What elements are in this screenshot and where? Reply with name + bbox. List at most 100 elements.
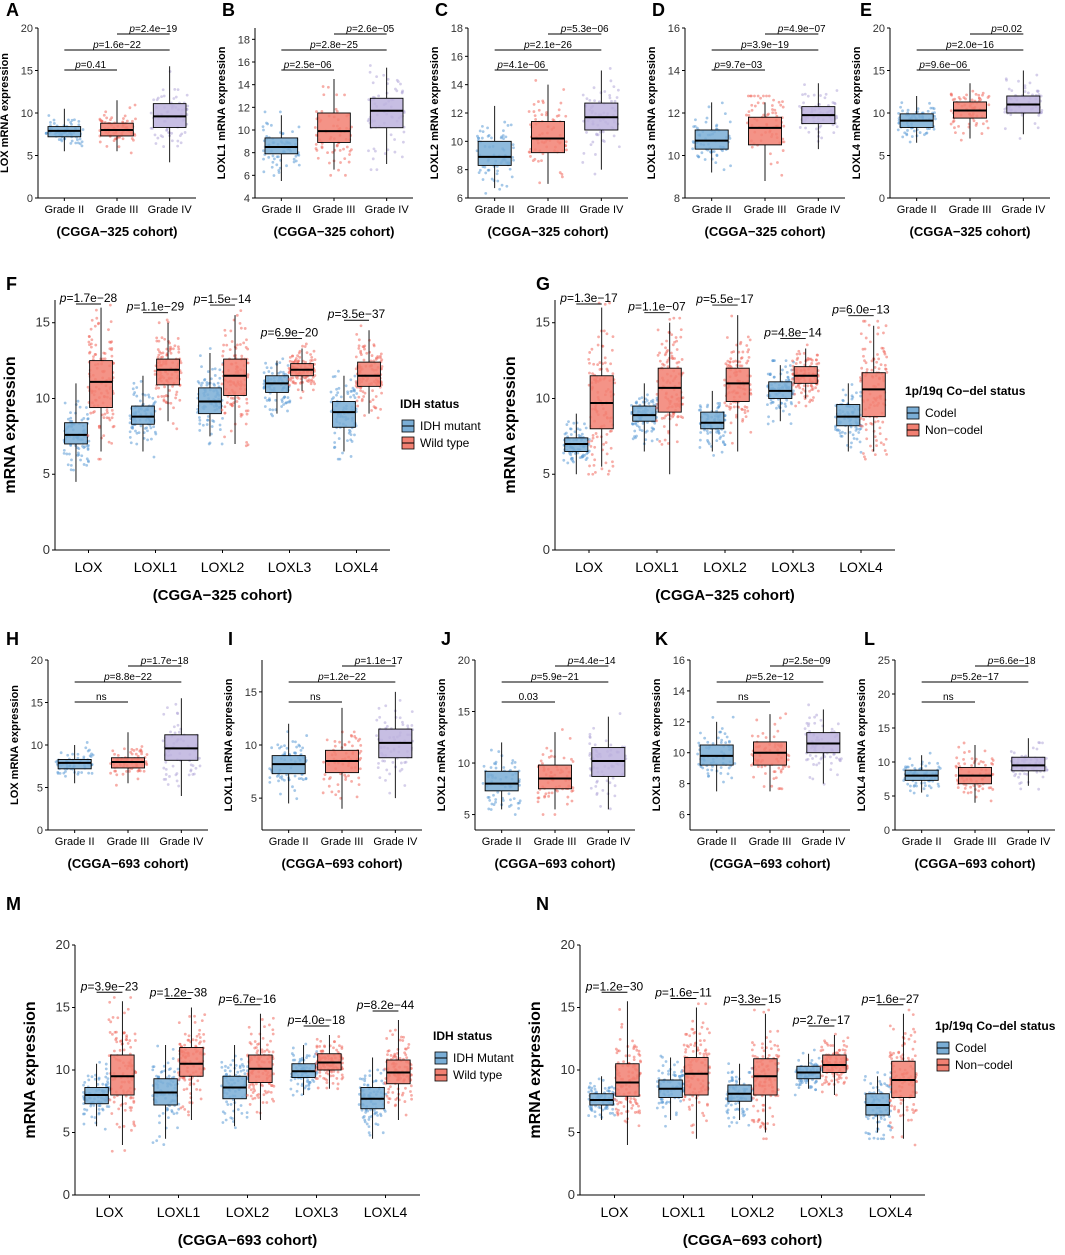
jitter-point [781, 105, 785, 109]
x-tick-label: Grade IV [801, 836, 846, 848]
jitter-point [873, 420, 877, 424]
jitter-point [106, 1080, 109, 1083]
jitter-point [356, 739, 360, 743]
box-group-a [697, 390, 727, 457]
jitter-point [265, 134, 269, 138]
jitter-point [541, 99, 545, 103]
y-tick-label: 0 [43, 542, 50, 557]
jitter-point [388, 772, 392, 776]
y-tick-label: 0 [27, 193, 33, 205]
jitter-point [110, 409, 114, 412]
jitter-point [121, 120, 125, 124]
jitter-point [213, 374, 217, 377]
y-tick-label: 15 [878, 723, 890, 735]
jitter-point [899, 105, 902, 109]
jitter-point [819, 94, 822, 97]
jitter-point [729, 357, 733, 361]
jitter-point [294, 740, 297, 744]
jitter-point [410, 724, 414, 727]
jitter-point [330, 397, 334, 401]
x-tick-label: Grade III [744, 204, 787, 216]
jitter-point [991, 762, 994, 766]
jitter-point [129, 996, 133, 999]
jitter-point [102, 351, 106, 355]
jitter-point [964, 97, 967, 101]
jitter-point [513, 765, 517, 769]
y-tick-label: 15 [36, 315, 50, 330]
jitter-point [876, 332, 880, 336]
jitter-point [638, 397, 641, 401]
box [156, 358, 180, 386]
jitter-point [353, 396, 357, 400]
box [223, 358, 247, 396]
jitter-point [178, 134, 182, 138]
jitter-point [239, 309, 243, 313]
jitter-point [912, 791, 916, 795]
jitter-point [261, 125, 265, 129]
jitter-point [585, 452, 589, 456]
jitter-point [280, 405, 284, 408]
p-value-label: ns [738, 692, 749, 703]
box-grade-2 [896, 96, 937, 144]
jitter-point [313, 126, 317, 129]
jitter-point [336, 783, 340, 787]
jitter-point [594, 432, 598, 435]
jitter-point [314, 133, 318, 137]
jitter-point [389, 133, 393, 137]
jitter-point [749, 94, 752, 98]
jitter-point [478, 168, 482, 172]
jitter-point [876, 419, 880, 423]
jitter-point [915, 784, 918, 788]
jitter-point [545, 111, 548, 114]
jitter-point [164, 767, 168, 771]
jitter-point [346, 390, 350, 394]
jitter-point [510, 175, 514, 179]
jitter-point [533, 114, 537, 118]
y-tick-label: 5 [43, 466, 50, 481]
jitter-point [128, 769, 131, 773]
jitter-point [385, 724, 389, 728]
jitter-point [268, 767, 272, 771]
jitter-point [177, 350, 181, 354]
panel-letter: H [6, 629, 19, 649]
jitter-point [339, 161, 342, 164]
jitter-point [89, 327, 93, 331]
jitter-point [767, 415, 770, 419]
jitter-point [565, 148, 568, 152]
jitter-point [592, 464, 596, 467]
jitter-point [130, 747, 134, 751]
jitter-point [132, 381, 136, 385]
p-value-label: p=5.9e−21 [530, 672, 579, 683]
p-value-label: p=5.2e−17 [950, 672, 999, 683]
jitter-point [179, 371, 183, 375]
jitter-point [353, 433, 356, 437]
jitter-point [307, 378, 311, 382]
jitter-point [699, 431, 703, 434]
jitter-point [325, 738, 329, 742]
jitter-point [44, 132, 48, 135]
jitter-point [638, 428, 642, 432]
jitter-point [379, 352, 383, 356]
p-value-label: p=5.2e−12 [745, 672, 794, 683]
jitter-point [595, 791, 599, 795]
jitter-point [199, 354, 202, 358]
jitter-point [292, 360, 296, 364]
x-tick-label: Grade III [527, 204, 570, 216]
x-tick-label: LOXL4 [839, 559, 883, 575]
jitter-point [268, 398, 272, 402]
jitter-point [235, 400, 239, 403]
jitter-point [77, 123, 81, 127]
jitter-point [537, 159, 540, 163]
jitter-point [343, 157, 347, 161]
jitter-point [512, 158, 515, 162]
jitter-point [135, 386, 139, 389]
jitter-point [1028, 81, 1032, 85]
jitter-point [666, 365, 670, 369]
jitter-point [588, 371, 591, 375]
jitter-point [116, 753, 120, 757]
jitter-point [795, 352, 799, 356]
jitter-point [924, 764, 928, 768]
jitter-point [112, 1100, 116, 1104]
jitter-point [801, 93, 804, 97]
box-group-a [630, 383, 659, 452]
